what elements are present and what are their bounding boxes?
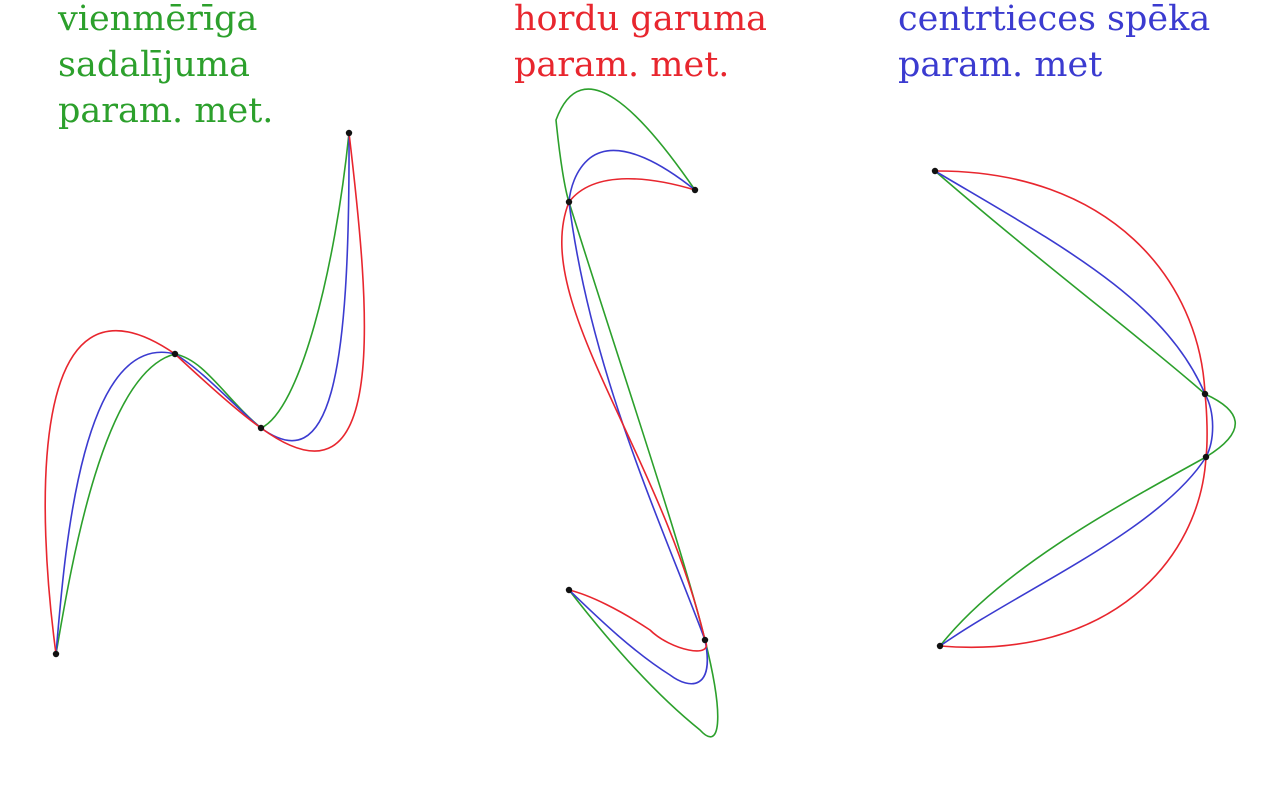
uniform-parametrization-label: vienmērīga sadalījuma param. met.	[58, 0, 273, 134]
n-shape-figure	[44, 129, 366, 658]
s-shape-centripetal-curve	[568, 149, 709, 685]
uniform-label-line-2: sadalījuma	[58, 45, 250, 85]
n-shape-control-point	[171, 350, 179, 358]
n-shape-control-point	[52, 650, 60, 658]
uniform-label-line-3: param. met.	[58, 91, 274, 131]
chord-label-line-2: param. met.	[514, 45, 730, 85]
chevron-control-point	[1202, 453, 1210, 461]
centripetal-parametrization-label: centrtieces spēka param. met	[898, 0, 1210, 88]
chevron-control-point	[936, 642, 944, 650]
chevron-centripetal-curve	[934, 170, 1214, 647]
s-shape-control-point	[691, 186, 699, 194]
n-shape-chord-curve	[44, 132, 366, 655]
chord-label-line-1: hordu garuma	[514, 0, 768, 39]
n-shape-control-point	[345, 129, 353, 137]
s-shape-control-point	[701, 636, 709, 644]
n-shape-control-point	[257, 424, 265, 432]
chevron-uniform-curve	[934, 170, 1237, 647]
s-shape-figure	[555, 88, 719, 738]
n-shape-uniform-curve	[55, 132, 350, 655]
s-shape-uniform-curve	[555, 88, 719, 738]
chevron-control-point	[931, 167, 939, 175]
n-shape-centripetal-curve	[55, 132, 350, 655]
centripetal-label-line-1: centrtieces spēka	[898, 0, 1211, 39]
s-shape-control-point	[565, 586, 573, 594]
chord-length-parametrization-label: hordu garuma param. met.	[514, 0, 767, 88]
chevron-figure	[931, 167, 1237, 650]
chevron-chord-curve	[934, 170, 1208, 649]
s-shape-control-point	[565, 198, 573, 206]
chevron-control-point	[1201, 390, 1209, 398]
uniform-label-line-1: vienmērīga	[58, 0, 258, 39]
centripetal-label-line-2: param. met	[898, 45, 1103, 85]
s-shape-chord-curve	[561, 177, 708, 652]
